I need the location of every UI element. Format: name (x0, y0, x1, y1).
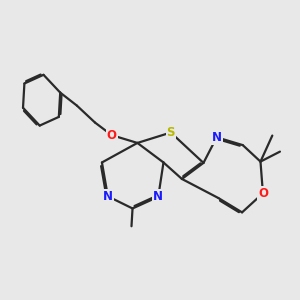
Text: N: N (212, 131, 222, 144)
Text: N: N (153, 190, 163, 203)
Text: O: O (107, 129, 117, 142)
Text: O: O (258, 187, 268, 200)
Text: S: S (167, 126, 175, 139)
Text: N: N (103, 190, 113, 203)
